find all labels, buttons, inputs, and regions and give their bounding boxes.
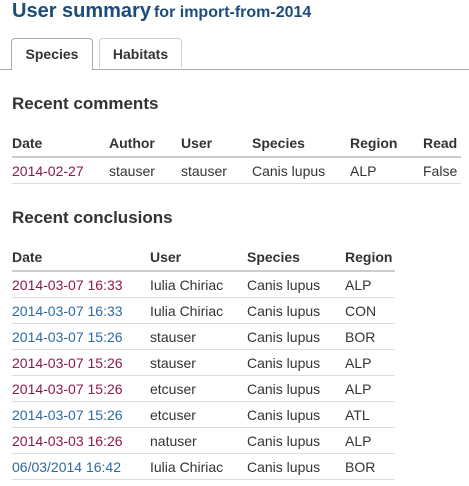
table-row: 2014-03-07 15:26 stauser Canis lupus BOR [12, 323, 395, 350]
conclusion-species: Canis lupus [247, 323, 345, 350]
conclusion-date-link[interactable]: 2014-03-07 15:26 [12, 328, 123, 345]
column-header-author: Author [109, 129, 181, 158]
tab-species[interactable]: Species [11, 38, 93, 70]
conclusion-user: stauser [150, 323, 247, 350]
conclusion-region: BOR [345, 323, 395, 350]
conclusion-region: ALP [345, 271, 395, 298]
column-header-date: Date [12, 129, 109, 158]
page-title: User summary [12, 0, 151, 22]
recent-comments-table: Date Author User Species Region Read 201… [12, 129, 461, 184]
column-header-read: Read [423, 129, 461, 158]
conclusion-species: Canis lupus [247, 375, 345, 402]
conclusion-region: ALP [345, 375, 395, 402]
comment-read: False [423, 157, 461, 184]
table-row: 2014-03-07 15:26 etcuser Canis lupus ALP [12, 375, 395, 402]
table-header-row: Date User Species Region [12, 243, 395, 272]
conclusion-user: stauser [150, 349, 247, 376]
conclusion-species: Canis lupus [247, 401, 345, 428]
column-header-region: Region [350, 129, 423, 158]
tab-habitats[interactable]: Habitats [99, 38, 182, 68]
comment-region: ALP [350, 157, 423, 184]
conclusion-region: ALP [345, 427, 395, 454]
column-header-region: Region [345, 243, 395, 272]
table-row: 2014-03-07 16:33 Iulia Chiriac Canis lup… [12, 271, 395, 298]
tab-bar: Species Habitats [0, 38, 469, 70]
comment-date-link[interactable]: 2014-02-27 [12, 162, 84, 179]
table-row: 2014-03-07 15:26 stauser Canis lupus ALP [12, 349, 395, 376]
conclusion-date-link[interactable]: 2014-03-07 15:26 [12, 380, 123, 397]
conclusion-date-link[interactable]: 2014-03-07 15:26 [12, 406, 123, 423]
conclusion-user: Iulia Chiriac [150, 271, 247, 298]
conclusion-species: Canis lupus [247, 271, 345, 298]
recent-conclusions-table: Date User Species Region 2014-03-07 16:3… [12, 243, 395, 480]
conclusion-region: BOR [345, 453, 395, 480]
conclusion-species: Canis lupus [247, 427, 345, 454]
recent-comments-heading: Recent comments [12, 94, 159, 113]
comment-species: Canis lupus [252, 157, 350, 184]
conclusion-date-link[interactable]: 06/03/2014 16:42 [12, 458, 121, 475]
table-header-row: Date Author User Species Region Read [12, 129, 461, 158]
conclusion-region: ATL [345, 401, 395, 428]
table-row: 2014-03-07 15:26 etcuser Canis lupus ATL [12, 401, 395, 428]
comment-user: stauser [181, 157, 252, 184]
column-header-species: Species [247, 243, 345, 272]
conclusion-date-link[interactable]: 2014-03-03 16:26 [12, 432, 123, 449]
conclusion-date-link[interactable]: 2014-03-07 16:33 [12, 302, 123, 319]
conclusion-user: Iulia Chiriac [150, 297, 247, 324]
conclusion-user: etcuser [150, 375, 247, 402]
table-row: 2014-03-03 16:26 natuser Canis lupus ALP [12, 427, 395, 454]
conclusion-date-link[interactable]: 2014-03-07 16:33 [12, 276, 123, 293]
table-row: 2014-03-07 16:33 Iulia Chiriac Canis lup… [12, 297, 395, 324]
conclusion-species: Canis lupus [247, 297, 345, 324]
table-row: 2014-02-27 stauser stauser Canis lupus A… [12, 157, 461, 184]
conclusion-species: Canis lupus [247, 349, 345, 376]
conclusion-date-link[interactable]: 2014-03-07 15:26 [12, 354, 123, 371]
conclusion-user: etcuser [150, 401, 247, 428]
column-header-species: Species [252, 129, 350, 158]
column-header-user: User [150, 243, 247, 272]
page-header: User summary for import-from-2014 [12, 0, 311, 23]
column-header-date: Date [12, 243, 150, 272]
conclusion-species: Canis lupus [247, 453, 345, 480]
column-header-user: User [181, 129, 252, 158]
page-subtitle: for import-from-2014 [153, 4, 312, 21]
conclusion-region: CON [345, 297, 395, 324]
table-row: 06/03/2014 16:42 Iulia Chiriac Canis lup… [12, 453, 395, 480]
conclusion-user: Iulia Chiriac [150, 453, 247, 480]
recent-conclusions-heading: Recent conclusions [12, 208, 173, 227]
conclusion-user: natuser [150, 427, 247, 454]
comment-author: stauser [109, 157, 181, 184]
conclusion-region: ALP [345, 349, 395, 376]
